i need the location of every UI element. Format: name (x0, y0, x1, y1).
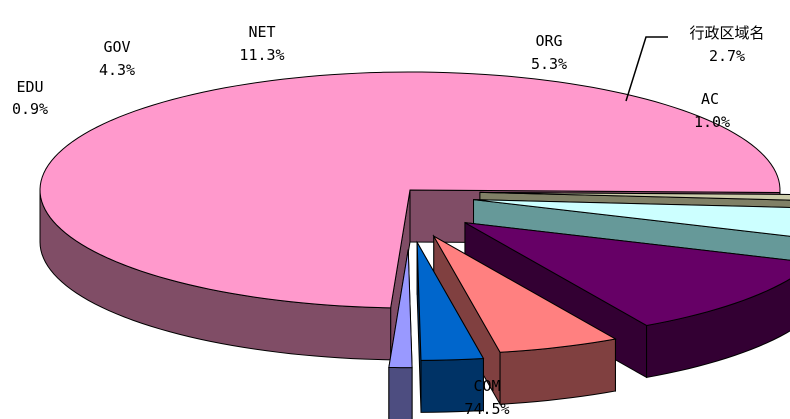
slice-label-org: ORG (535, 32, 562, 50)
slice-label-xingzhengquyuming: 行政区域名 (689, 24, 764, 42)
pie-slice-xingzhengquyuming-top (416, 242, 485, 361)
slice-label-com: COM (473, 377, 500, 395)
pie-slice-xingzhengquyuming (416, 240, 485, 413)
pie-slice-net-top (464, 222, 790, 326)
slice-value-gov: 4.3% (99, 61, 135, 79)
slice-value-com: 74.5% (464, 400, 509, 418)
pie-slice-org (432, 234, 617, 407)
slices-layer (39, 71, 790, 419)
pie-slice-ac-top (388, 249, 413, 369)
pie-slice-org-top (432, 234, 617, 353)
slice-label-edu: EDU (16, 78, 43, 96)
slice-label-net: NET (248, 23, 275, 41)
leader-line-xingzhengquyuming (625, 36, 668, 102)
labels-layer: COM 74.5% EDU 0.9% GOV 4.3% NET 11.3% OR… (12, 23, 765, 418)
pie-slice-ac (388, 249, 413, 419)
slice-label-gov: GOV (103, 38, 130, 56)
slice-value-ac: 1.0% (694, 113, 730, 131)
pie-slice-edu-top (479, 191, 790, 201)
slice-value-xingzhengquyuming: 2.7% (709, 47, 745, 65)
slice-value-org: 5.3% (531, 55, 567, 73)
pie-slice-com-top (39, 71, 781, 309)
pie-slice-ac-rim-0 (388, 366, 413, 419)
leader-lines (625, 36, 668, 102)
slice-value-edu: 0.9% (12, 100, 48, 118)
slice-value-net: 11.3% (239, 46, 284, 64)
slice-label-ac: AC (701, 90, 719, 108)
pie-slice-gov-top (473, 199, 790, 237)
